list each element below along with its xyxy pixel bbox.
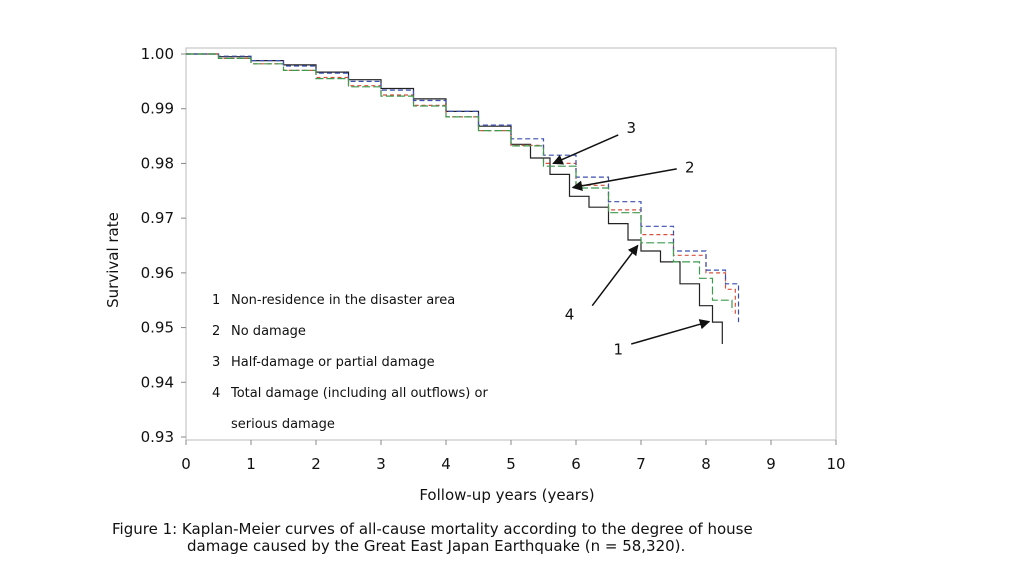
x-tick-label: 6 [571, 455, 581, 473]
annotation-label: 3 [626, 119, 636, 137]
annotations: 3 2 4 1 [552, 119, 711, 358]
x-tick-label: 7 [636, 455, 646, 473]
y-tick-label: 0.95 [141, 319, 174, 337]
annotation-label: 1 [613, 340, 623, 358]
y-tick-label: 0.94 [141, 373, 174, 391]
legend-number: 2 [212, 324, 220, 339]
series-line-3 [186, 53, 740, 323]
legend-label: No damage [231, 324, 306, 339]
legend-number: 3 [212, 355, 220, 370]
y-axis-title: Survival rate [104, 212, 122, 308]
legend-label: Total damage (including all outflows) or [230, 386, 488, 401]
annotation-label: 4 [565, 305, 575, 323]
caption-line-1: Figure 1: Kaplan-Meier curves of all-cau… [112, 520, 753, 538]
y-tick-label: 0.99 [141, 100, 174, 118]
caption-line-2: damage caused by the Great East Japan Ea… [187, 537, 686, 555]
legend-label: serious damage [231, 417, 335, 432]
y-tick-label: 0.97 [141, 209, 174, 227]
y-tick-label: 0.93 [141, 428, 174, 446]
y-tick-label: 0.96 [141, 264, 174, 282]
x-tick-label: 2 [311, 455, 321, 473]
y-tick-label: 0.98 [141, 154, 174, 172]
legend-label: Half-damage or partial damage [231, 355, 435, 370]
x-tick-label: 1 [246, 455, 256, 473]
x-tick-label: 0 [181, 455, 191, 473]
annotation-label: 2 [685, 158, 695, 176]
annotation-arrow [631, 319, 711, 345]
series-line-4 [186, 53, 733, 312]
annotation-arrow [552, 134, 619, 165]
x-axis-title: Follow-up years (years) [419, 486, 594, 504]
x-tick-label: 4 [441, 455, 451, 473]
y-tick-label: 1.00 [141, 45, 174, 63]
figure-caption: Figure 1: Kaplan-Meier curves of all-cau… [112, 521, 872, 555]
x-tick-label: 8 [701, 455, 711, 473]
series-layer [186, 53, 740, 344]
legend-number: 4 [212, 386, 220, 401]
y-axis: 0.93 0.94 0.95 0.96 0.97 0.98 0.99 1.00 [141, 45, 186, 446]
x-axis: 0 1 2 3 4 5 6 7 8 9 10 [181, 440, 846, 473]
annotation-arrow [591, 244, 639, 307]
legend-number: 1 [212, 293, 220, 308]
x-tick-label: 5 [506, 455, 516, 473]
x-tick-label: 3 [376, 455, 386, 473]
survival-chart: 0.93 0.94 0.95 0.96 0.97 0.98 0.99 1.00 0 1 2 3 4 5 6… [104, 45, 846, 504]
plot-frame [185, 47, 837, 441]
x-tick-label: 10 [826, 455, 845, 473]
series-line-2 [186, 53, 736, 317]
legend: 1 Non-residence in the disaster area 2 No d… [212, 293, 488, 432]
x-tick-label: 9 [766, 455, 776, 473]
legend-label: Non-residence in the disaster area [231, 293, 455, 308]
annotation-arrow [571, 168, 677, 192]
